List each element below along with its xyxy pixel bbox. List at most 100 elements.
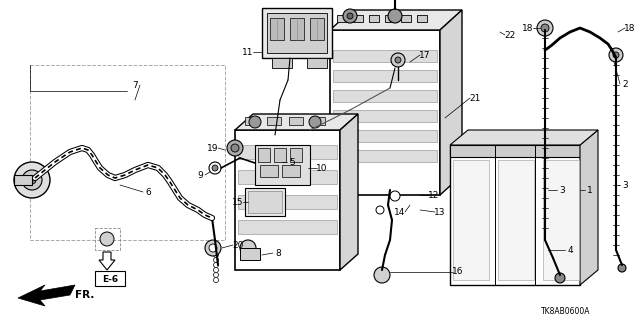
Text: 10: 10 — [316, 164, 328, 172]
Text: 11: 11 — [243, 47, 253, 57]
Text: 17: 17 — [419, 51, 431, 60]
Bar — [333, 70, 437, 82]
Text: 3: 3 — [622, 180, 628, 189]
Circle shape — [214, 243, 218, 247]
Bar — [95, 271, 125, 286]
Circle shape — [209, 162, 221, 174]
Circle shape — [343, 9, 357, 23]
Bar — [240, 248, 260, 260]
Bar — [401, 15, 411, 22]
Circle shape — [374, 267, 390, 283]
Circle shape — [390, 191, 400, 201]
Text: 20: 20 — [232, 241, 244, 250]
Circle shape — [537, 20, 553, 36]
Circle shape — [240, 240, 256, 256]
Circle shape — [609, 48, 623, 62]
Bar — [290, 148, 302, 162]
Circle shape — [100, 232, 114, 246]
Circle shape — [309, 116, 321, 128]
Circle shape — [227, 140, 243, 156]
Bar — [385, 15, 395, 22]
Circle shape — [376, 206, 384, 214]
Text: 18: 18 — [522, 23, 534, 33]
Text: 5: 5 — [289, 157, 295, 166]
Text: 19: 19 — [207, 143, 219, 153]
Bar — [238, 170, 337, 184]
Polygon shape — [440, 10, 462, 195]
Polygon shape — [18, 285, 75, 306]
Text: 14: 14 — [394, 207, 406, 217]
Bar — [255, 145, 310, 185]
Polygon shape — [235, 114, 358, 130]
Circle shape — [618, 264, 626, 272]
Text: 6: 6 — [145, 188, 151, 196]
Text: 3: 3 — [559, 186, 565, 195]
Bar — [30, 65, 225, 240]
Bar — [417, 15, 427, 22]
Bar — [245, 117, 259, 125]
Circle shape — [249, 116, 261, 128]
Text: E-6: E-6 — [102, 275, 118, 284]
Bar — [333, 150, 437, 162]
Text: 9: 9 — [197, 171, 203, 180]
Bar — [498, 160, 534, 280]
Bar — [453, 160, 489, 280]
Polygon shape — [340, 114, 358, 270]
Bar — [260, 165, 278, 177]
Text: 4: 4 — [567, 245, 573, 254]
Circle shape — [388, 9, 402, 23]
Bar — [333, 50, 437, 62]
Bar — [272, 58, 292, 68]
Text: 15: 15 — [232, 197, 244, 206]
Bar — [235, 130, 340, 270]
Bar — [337, 15, 347, 22]
Bar — [282, 165, 300, 177]
Text: FR.: FR. — [75, 290, 94, 300]
Bar — [311, 117, 325, 125]
Bar — [333, 130, 437, 142]
Bar — [450, 145, 580, 285]
Circle shape — [214, 247, 218, 252]
Text: 12: 12 — [428, 190, 440, 199]
Text: 13: 13 — [435, 207, 445, 217]
Bar — [270, 18, 284, 40]
Polygon shape — [265, 148, 290, 168]
Bar — [245, 188, 285, 216]
Bar — [543, 160, 579, 280]
Bar — [95, 228, 120, 250]
Circle shape — [212, 165, 218, 171]
Bar — [369, 15, 379, 22]
Bar — [307, 58, 327, 68]
Circle shape — [391, 53, 405, 67]
Text: 18: 18 — [624, 23, 636, 33]
Text: 16: 16 — [452, 268, 464, 276]
Bar — [353, 15, 363, 22]
Circle shape — [214, 262, 218, 268]
Polygon shape — [450, 130, 598, 145]
Bar — [290, 18, 304, 40]
Bar — [333, 110, 437, 122]
Circle shape — [555, 273, 565, 283]
Circle shape — [214, 252, 218, 258]
Circle shape — [214, 277, 218, 283]
Bar — [238, 220, 337, 234]
Text: 22: 22 — [504, 30, 516, 39]
Circle shape — [22, 170, 42, 190]
Bar — [258, 148, 270, 162]
Bar — [267, 117, 281, 125]
Circle shape — [347, 13, 353, 19]
Polygon shape — [99, 252, 115, 270]
Bar — [310, 18, 324, 40]
Bar — [333, 90, 437, 102]
Bar — [238, 195, 337, 209]
Circle shape — [28, 176, 36, 184]
Bar — [289, 117, 303, 125]
Circle shape — [209, 244, 217, 252]
Bar — [267, 13, 327, 53]
Bar — [238, 145, 337, 159]
Bar — [248, 191, 282, 213]
Bar — [274, 148, 286, 162]
Text: 1: 1 — [587, 186, 593, 195]
Circle shape — [541, 24, 549, 32]
Bar — [14, 175, 32, 185]
